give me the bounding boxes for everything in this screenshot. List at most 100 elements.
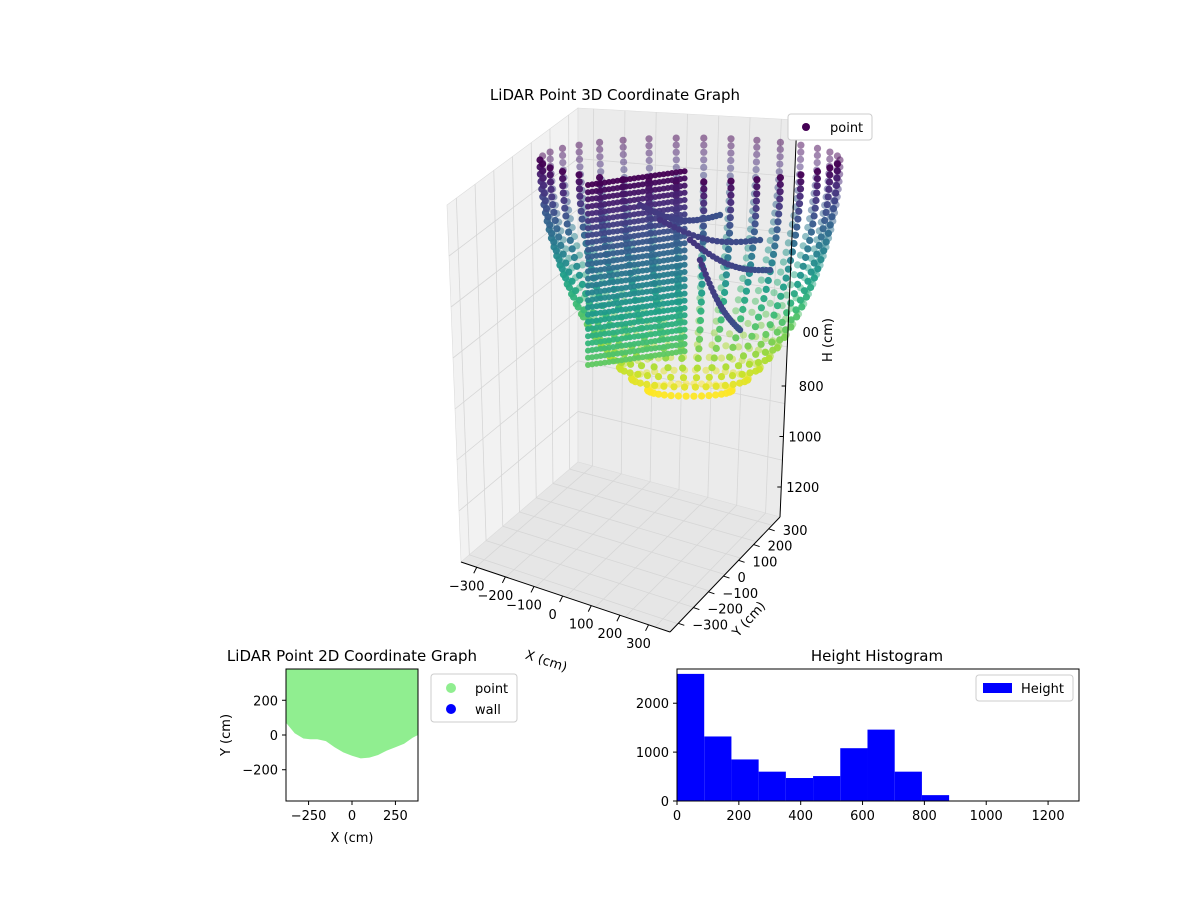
cloud-point [753, 143, 761, 151]
histogram-frame [676, 668, 1080, 802]
cloud-point [831, 197, 839, 205]
cloud-point [825, 178, 834, 186]
cloud-point [670, 383, 678, 391]
histogram-bar-1 [704, 736, 732, 801]
y-tick-3d-6: 300 [783, 524, 808, 539]
cloud-point [753, 183, 761, 191]
histogram-bar-0 [677, 673, 705, 801]
cloud-point [667, 392, 675, 400]
cloud-point [645, 142, 653, 150]
cloud-point [559, 250, 567, 258]
cloud-point [820, 247, 828, 255]
cloud-point [575, 178, 583, 186]
cloud-point [546, 155, 554, 163]
cloud-point [752, 158, 761, 166]
cloud-point [555, 233, 563, 241]
cloud-point [748, 332, 756, 340]
cloud-point [699, 222, 708, 230]
cloud-point [793, 313, 801, 321]
cloud-point [712, 391, 720, 399]
cloud-point [813, 159, 821, 167]
cloud-point [724, 254, 732, 262]
cloud-point [776, 138, 785, 146]
x-tick-mark-3d [587, 605, 592, 612]
cloud-point [546, 164, 554, 172]
cloud-point [700, 178, 708, 186]
cloud-point [788, 248, 797, 256]
cloud-point [752, 197, 761, 205]
cloud-point [700, 185, 708, 193]
cloud-point [821, 216, 829, 225]
cloud-point [726, 214, 734, 222]
z-axis-line [779, 119, 798, 518]
cloud-point [702, 366, 710, 374]
cloud-point [778, 318, 786, 326]
cloud-point [596, 138, 604, 146]
x-tick-mark-3d [559, 595, 564, 603]
y-tick-3d-4: 100 [753, 555, 778, 570]
histogram-x-tick-3: 600 [850, 809, 875, 824]
cloud-point [769, 346, 777, 354]
grid-line-y-wall [455, 198, 470, 555]
y-tick-mark-3d [693, 607, 700, 611]
cloud-point [559, 151, 567, 159]
cloud-point [540, 189, 548, 197]
wall-point [681, 290, 688, 297]
cloud-point [775, 210, 783, 218]
histogram-x-tick-4: 800 [912, 809, 937, 824]
cloud-point [544, 213, 552, 221]
cloud-point [700, 207, 708, 215]
cloud-point [710, 329, 718, 337]
cloud-point [576, 163, 584, 171]
wall-point [681, 305, 688, 311]
cloud-point [776, 174, 785, 182]
strand-point [747, 237, 754, 245]
cloud-point [742, 287, 751, 295]
x-axis-label-2d: X (cm) [331, 831, 374, 846]
cloud-point [752, 212, 760, 220]
legend-3d-label-point: point [830, 121, 863, 136]
cloud-point [664, 364, 672, 372]
cloud-point [725, 229, 734, 237]
strand-point [766, 266, 774, 274]
cloud-point [596, 145, 604, 153]
cloud-point [832, 189, 840, 197]
cloud-point [660, 382, 668, 390]
y-tick-mark-3d [738, 559, 745, 563]
y-tick-3d-3: 0 [737, 571, 745, 586]
legend-histogram: Height [975, 674, 1074, 702]
grid-line-z-left [458, 411, 579, 512]
cloud-point [762, 330, 770, 339]
cloud-point [824, 229, 833, 237]
cloud-point [727, 198, 735, 207]
cloud-point [696, 326, 704, 334]
cloud-point [619, 136, 627, 144]
cloud-point [705, 392, 713, 400]
cloud-point [712, 344, 720, 352]
cloud-point [636, 379, 644, 387]
x-tick-2d-2: 250 [383, 809, 408, 824]
y-tick-3d-5: 200 [768, 540, 793, 555]
grid-line-x [595, 497, 709, 608]
cloud-point [558, 168, 567, 176]
y-tick-3d-2: −100 [722, 587, 758, 602]
cloud-point [562, 259, 570, 267]
cloud-point [754, 313, 763, 321]
cloud-point [751, 297, 760, 305]
cloud-point [717, 373, 726, 381]
cloud-point [776, 145, 784, 153]
cloud-point [766, 321, 774, 329]
cloud-point [620, 158, 628, 166]
cloud-point [619, 150, 627, 159]
cloud-point [542, 205, 551, 213]
cloud-point [753, 190, 761, 198]
cloud-point [548, 229, 556, 237]
cloud-point [548, 193, 556, 201]
z-tick-3d-1: 1000 [788, 431, 821, 446]
cloud-point [697, 298, 705, 306]
cloud-point [792, 306, 800, 314]
cloud-point [722, 271, 731, 279]
cloud-point [737, 285, 745, 293]
y-tick-mark-3d [708, 591, 715, 595]
cloud-point [802, 293, 811, 301]
